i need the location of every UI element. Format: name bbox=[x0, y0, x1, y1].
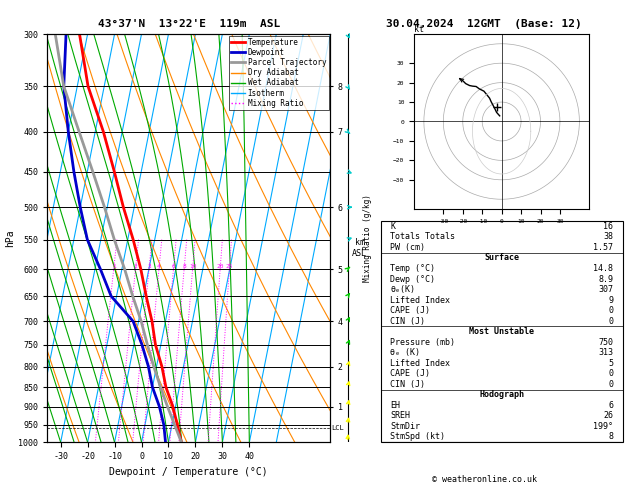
Text: 307: 307 bbox=[598, 285, 613, 294]
Text: © weatheronline.co.uk: © weatheronline.co.uk bbox=[432, 474, 537, 484]
Text: CAPE (J): CAPE (J) bbox=[390, 306, 430, 315]
Text: SREH: SREH bbox=[390, 412, 410, 420]
Text: Lifted Index: Lifted Index bbox=[390, 295, 450, 305]
Text: 8: 8 bbox=[182, 264, 186, 269]
Text: kt: kt bbox=[414, 25, 424, 34]
Text: 43°37'N  13°22'E  119m  ASL: 43°37'N 13°22'E 119m ASL bbox=[97, 19, 280, 29]
Text: θₑ (K): θₑ (K) bbox=[390, 348, 420, 357]
Text: 26: 26 bbox=[603, 412, 613, 420]
Text: 313: 313 bbox=[598, 348, 613, 357]
Text: CIN (J): CIN (J) bbox=[390, 380, 425, 389]
Text: 9: 9 bbox=[608, 295, 613, 305]
Text: 5: 5 bbox=[608, 359, 613, 368]
Text: Temp (°C): Temp (°C) bbox=[390, 264, 435, 273]
Text: 1: 1 bbox=[112, 264, 116, 269]
Text: 6: 6 bbox=[608, 401, 613, 410]
Text: Dewp (°C): Dewp (°C) bbox=[390, 275, 435, 283]
Text: 0: 0 bbox=[608, 369, 613, 378]
Text: θₑ(K): θₑ(K) bbox=[390, 285, 415, 294]
Text: 2: 2 bbox=[133, 264, 137, 269]
Text: 38: 38 bbox=[603, 232, 613, 242]
Text: StmDir: StmDir bbox=[390, 422, 420, 431]
Text: 199°: 199° bbox=[593, 422, 613, 431]
Text: Lifted Index: Lifted Index bbox=[390, 359, 450, 368]
Text: CIN (J): CIN (J) bbox=[390, 317, 425, 326]
Text: 8: 8 bbox=[608, 433, 613, 441]
Text: 750: 750 bbox=[598, 338, 613, 347]
Y-axis label: hPa: hPa bbox=[6, 229, 15, 247]
Text: K: K bbox=[390, 222, 395, 231]
Text: PW (cm): PW (cm) bbox=[390, 243, 425, 252]
Text: Surface: Surface bbox=[484, 254, 519, 262]
Text: 10: 10 bbox=[189, 264, 196, 269]
Text: 0: 0 bbox=[608, 317, 613, 326]
Text: Most Unstable: Most Unstable bbox=[469, 327, 534, 336]
Text: 0: 0 bbox=[608, 306, 613, 315]
Text: StmSpd (kt): StmSpd (kt) bbox=[390, 433, 445, 441]
Legend: Temperature, Dewpoint, Parcel Trajectory, Dry Adiabat, Wet Adiabat, Isotherm, Mi: Temperature, Dewpoint, Parcel Trajectory… bbox=[229, 35, 329, 110]
Text: 20: 20 bbox=[216, 264, 224, 269]
Text: Pressure (mb): Pressure (mb) bbox=[390, 338, 455, 347]
Text: Totals Totals: Totals Totals bbox=[390, 232, 455, 242]
X-axis label: Dewpoint / Temperature (°C): Dewpoint / Temperature (°C) bbox=[109, 467, 268, 477]
Text: CAPE (J): CAPE (J) bbox=[390, 369, 430, 378]
Text: 30.04.2024  12GMT  (Base: 12): 30.04.2024 12GMT (Base: 12) bbox=[386, 19, 582, 29]
Text: 6: 6 bbox=[172, 264, 175, 269]
Text: 16: 16 bbox=[603, 222, 613, 231]
Text: LCL: LCL bbox=[331, 425, 344, 432]
Text: 3: 3 bbox=[147, 264, 151, 269]
Text: Mixing Ratio (g/kg): Mixing Ratio (g/kg) bbox=[364, 194, 372, 282]
Text: 14.8: 14.8 bbox=[593, 264, 613, 273]
Text: 1.57: 1.57 bbox=[593, 243, 613, 252]
Text: 8.9: 8.9 bbox=[598, 275, 613, 283]
Text: 4: 4 bbox=[157, 264, 161, 269]
Text: Hodograph: Hodograph bbox=[479, 390, 524, 399]
Y-axis label: km
ASL: km ASL bbox=[352, 238, 367, 258]
Text: 0: 0 bbox=[608, 380, 613, 389]
Text: 25: 25 bbox=[226, 264, 233, 269]
Text: EH: EH bbox=[390, 401, 400, 410]
